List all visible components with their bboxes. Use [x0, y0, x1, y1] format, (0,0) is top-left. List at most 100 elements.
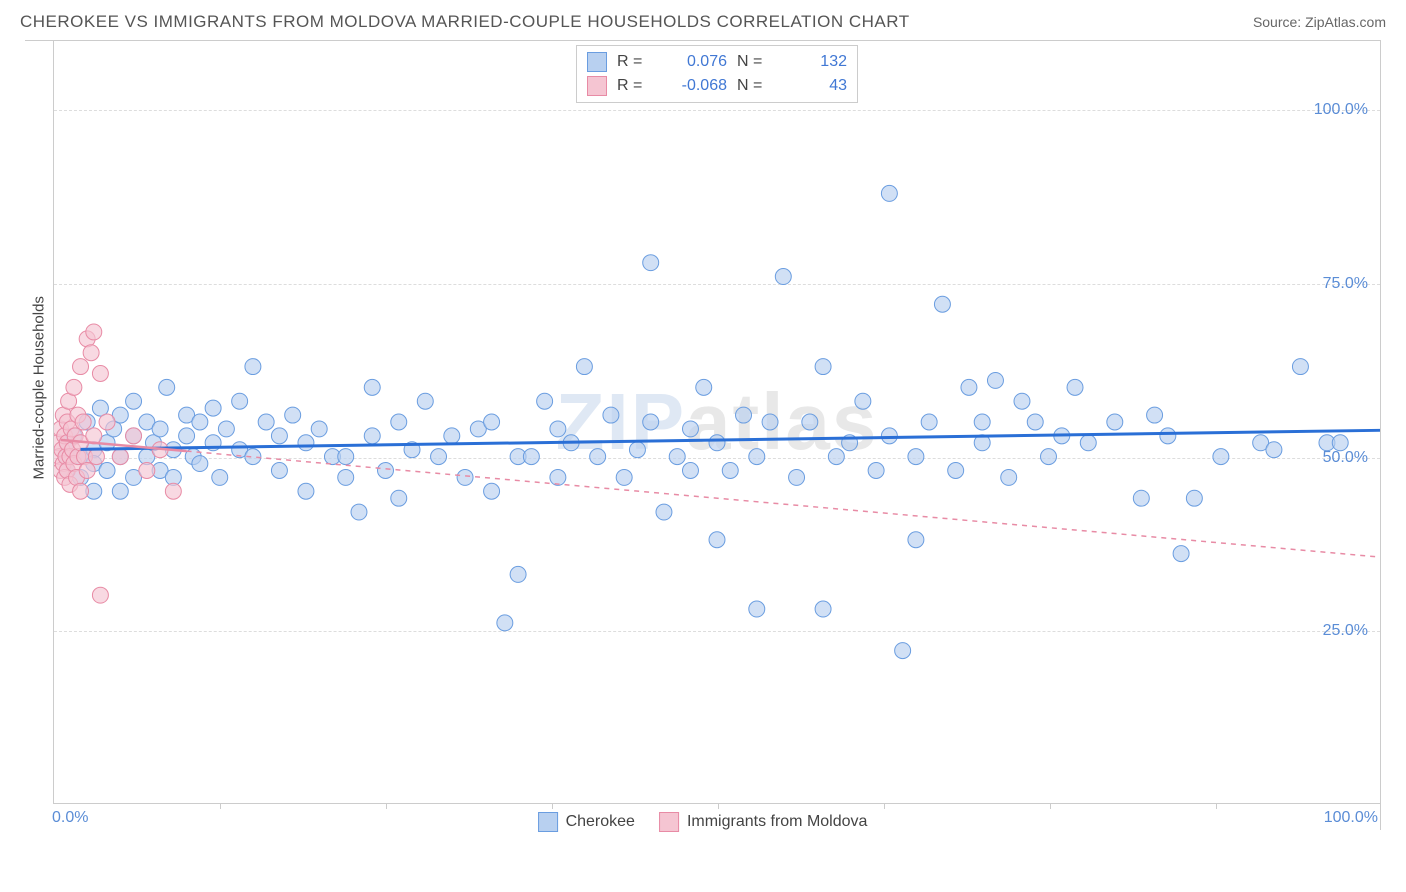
legend-row-cherokee: R = 0.076 N = 132: [587, 50, 847, 74]
data-point: [709, 435, 725, 451]
data-point: [192, 414, 208, 430]
data-point: [696, 379, 712, 395]
data-point: [1014, 393, 1030, 409]
data-point: [126, 428, 142, 444]
data-point: [537, 393, 553, 409]
data-point: [1160, 428, 1176, 444]
data-point: [73, 483, 89, 499]
data-point: [643, 414, 659, 430]
x-axis-min-label: 0.0%: [52, 809, 88, 827]
x-tick: [220, 803, 221, 809]
data-point: [484, 414, 500, 430]
data-point: [417, 393, 433, 409]
scatter-plot: [54, 41, 1380, 803]
data-point: [1001, 469, 1017, 485]
data-point: [79, 463, 95, 479]
correlation-legend: R = 0.076 N = 132 R = -0.068 N = 43: [576, 45, 858, 103]
chart-title: CHEROKEE VS IMMIGRANTS FROM MOLDOVA MARR…: [20, 12, 910, 32]
data-point: [576, 359, 592, 375]
data-point: [1067, 379, 1083, 395]
data-point: [948, 463, 964, 479]
plot-area: ZIPatlas R = 0.076 N = 132 R = -0.068 N …: [53, 41, 1380, 804]
data-point: [484, 483, 500, 499]
data-point: [550, 469, 566, 485]
x-tick: [884, 803, 885, 809]
data-point: [1027, 414, 1043, 430]
swatch-blue: [587, 52, 607, 72]
data-point: [881, 185, 897, 201]
data-point: [364, 428, 380, 444]
data-point: [855, 393, 871, 409]
data-point: [192, 456, 208, 472]
data-point: [736, 407, 752, 423]
data-point: [205, 400, 221, 416]
data-point: [510, 566, 526, 582]
x-tick: [1216, 803, 1217, 809]
x-axis-max-label: 100.0%: [1324, 809, 1378, 827]
data-point: [974, 414, 990, 430]
swatch-pink: [587, 76, 607, 96]
data-point: [298, 435, 314, 451]
data-point: [828, 449, 844, 465]
data-point: [83, 345, 99, 361]
data-point: [961, 379, 977, 395]
data-point: [682, 463, 698, 479]
data-point: [457, 469, 473, 485]
source-attribution: Source: ZipAtlas.com: [1253, 14, 1386, 30]
data-point: [431, 449, 447, 465]
x-tick: [718, 803, 719, 809]
x-tick: [386, 803, 387, 809]
legend-item-moldova: Immigrants from Moldova: [659, 812, 868, 832]
data-point: [338, 469, 354, 485]
data-point: [271, 463, 287, 479]
data-point: [815, 359, 831, 375]
data-point: [338, 449, 354, 465]
data-point: [271, 428, 287, 444]
data-point: [1186, 490, 1202, 506]
data-point: [669, 449, 685, 465]
data-point: [444, 428, 460, 444]
data-point: [749, 601, 765, 617]
data-point: [179, 428, 195, 444]
data-point: [921, 414, 937, 430]
header-bar: CHEROKEE VS IMMIGRANTS FROM MOLDOVA MARR…: [0, 0, 1406, 40]
data-point: [298, 483, 314, 499]
data-point: [749, 449, 765, 465]
data-point: [73, 359, 89, 375]
data-point: [908, 532, 924, 548]
data-point: [232, 393, 248, 409]
data-point: [92, 587, 108, 603]
data-point: [86, 324, 102, 340]
data-point: [1080, 435, 1096, 451]
data-point: [75, 414, 91, 430]
data-point: [99, 414, 115, 430]
data-point: [311, 421, 327, 437]
data-point: [1213, 449, 1229, 465]
data-point: [643, 255, 659, 271]
data-point: [908, 449, 924, 465]
x-tick: [1050, 803, 1051, 809]
data-point: [1266, 442, 1282, 458]
data-point: [629, 442, 645, 458]
data-point: [1041, 449, 1057, 465]
data-point: [112, 483, 128, 499]
legend-item-cherokee: Cherokee: [538, 812, 635, 832]
data-point: [1332, 435, 1348, 451]
data-point: [245, 359, 261, 375]
data-point: [895, 643, 911, 659]
data-point: [165, 483, 181, 499]
data-point: [212, 469, 228, 485]
x-tick: [552, 803, 553, 809]
data-point: [775, 269, 791, 285]
data-point: [391, 490, 407, 506]
data-point: [868, 463, 884, 479]
data-point: [152, 421, 168, 437]
swatch-pink: [659, 812, 679, 832]
data-point: [1173, 546, 1189, 562]
data-point: [258, 414, 274, 430]
data-point: [656, 504, 672, 520]
data-point: [722, 463, 738, 479]
data-point: [709, 532, 725, 548]
data-point: [285, 407, 301, 423]
data-point: [523, 449, 539, 465]
